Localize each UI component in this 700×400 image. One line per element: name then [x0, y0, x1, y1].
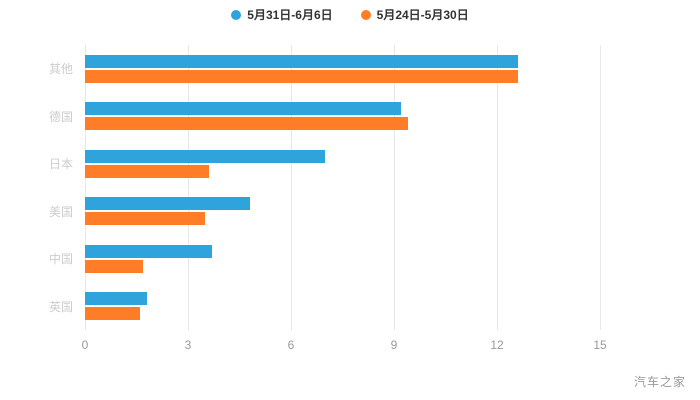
bar-series-1[interactable] [85, 259, 144, 273]
bar-rows: 其他德国日本美国中国英国 [49, 45, 600, 331]
x-tick-label: 12 [490, 338, 504, 352]
x-tick-label: 0 [81, 338, 89, 352]
x-tick-label: 6 [287, 338, 295, 352]
bar-series-0[interactable] [85, 102, 401, 116]
bar-row: 德国 [49, 93, 600, 141]
category-label: 英国 [48, 299, 73, 314]
legend-label-week1: 5月31日-6月6日 [247, 8, 333, 22]
bar-row: 日本 [49, 140, 600, 188]
bar-series-1[interactable] [85, 307, 140, 321]
plot-area: 其他德国日本美国中国英国 [49, 45, 601, 331]
legend-dot-orange-icon [360, 9, 371, 20]
bar-series-1[interactable] [85, 164, 209, 178]
category-label: 德国 [48, 109, 73, 124]
legend-item-week1[interactable]: 5月31日-6月6日 [231, 6, 333, 23]
watermark: 汽车之家 [633, 375, 686, 389]
bar-row: 英国 [49, 283, 600, 331]
bar-series-1[interactable] [85, 212, 206, 226]
legend-dot-blue-icon [231, 9, 242, 20]
x-tick-label: 9 [390, 338, 398, 352]
bar-row: 中国 [49, 235, 600, 283]
bar-group [85, 197, 600, 226]
bar-group [85, 54, 600, 83]
legend-item-week2[interactable]: 5月24日-5月30日 [360, 6, 469, 23]
bar-series-1[interactable] [85, 69, 518, 83]
bar-series-0[interactable] [85, 292, 147, 306]
bar-group [85, 244, 600, 273]
bar-group [85, 102, 600, 131]
bar-series-0[interactable] [85, 197, 250, 211]
bar-group [85, 149, 600, 178]
gridline [600, 45, 601, 330]
bar-series-0[interactable] [85, 149, 326, 163]
gridline [497, 45, 498, 330]
x-tick-label: 3 [184, 338, 192, 352]
legend-label-week2: 5月24日-5月30日 [376, 8, 469, 22]
category-label: 中国 [48, 252, 73, 267]
gridline [188, 45, 189, 330]
bar-series-0[interactable] [85, 244, 213, 258]
category-label: 美国 [48, 204, 73, 219]
bar-series-1[interactable] [85, 117, 408, 131]
category-label: 日本 [48, 157, 73, 172]
chart-legend: 5月31日-6月6日 5月24日-5月30日 [0, 6, 700, 23]
gridline [85, 45, 86, 330]
x-axis: 0 3 6 9 12 15 [81, 332, 607, 352]
category-label: 其他 [48, 62, 73, 77]
gridline [291, 45, 292, 330]
bar-group [85, 292, 600, 321]
bar-series-0[interactable] [85, 54, 518, 68]
bar-row: 其他 [49, 45, 600, 93]
x-tick-label: 15 [593, 338, 607, 352]
bar-row: 美国 [49, 188, 600, 236]
gridline [394, 45, 395, 330]
